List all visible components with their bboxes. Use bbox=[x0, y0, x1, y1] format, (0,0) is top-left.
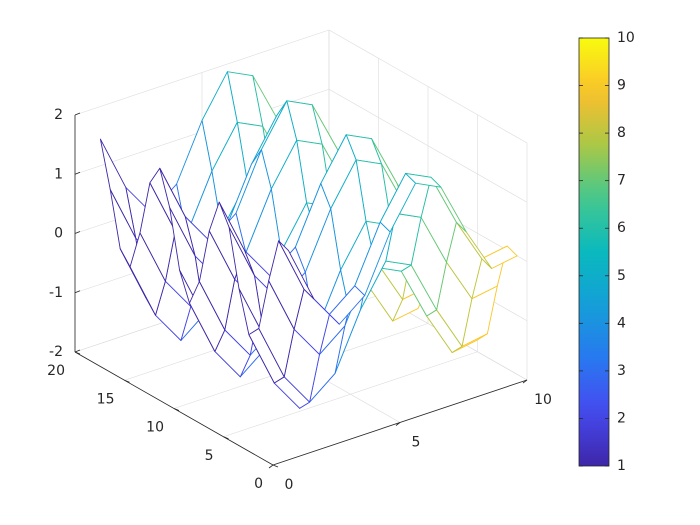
colorbar-tick-label: 4 bbox=[617, 315, 626, 331]
grid-line bbox=[223, 351, 478, 438]
z-tick-label: -1 bbox=[49, 285, 63, 301]
z-tick-label: -2 bbox=[49, 344, 63, 360]
colorbar-tick-label: 8 bbox=[617, 125, 626, 141]
colorbar-tick-label: 2 bbox=[617, 410, 626, 426]
x-tick bbox=[522, 379, 528, 384]
colorbar-tick-label: 1 bbox=[617, 458, 626, 474]
colorbar-tick-label: 9 bbox=[617, 78, 626, 94]
colorbar-tick-label: 10 bbox=[617, 30, 635, 46]
z-tick-label: 0 bbox=[54, 226, 63, 242]
x-tick-label: 5 bbox=[412, 435, 421, 451]
y-tick bbox=[74, 351, 81, 355]
z-tick bbox=[74, 349, 81, 353]
colorbar-tick-label: 6 bbox=[617, 220, 626, 236]
y-tick-label: 10 bbox=[146, 420, 164, 436]
x-tick bbox=[268, 464, 274, 469]
x-tick-label: 0 bbox=[285, 477, 294, 493]
z-tick-label: 1 bbox=[54, 166, 63, 182]
y-tick bbox=[272, 464, 279, 468]
colorbar-tick-label: 5 bbox=[617, 268, 626, 284]
colorbar-tick-label: 7 bbox=[617, 173, 626, 189]
y-tick-label: 0 bbox=[254, 476, 263, 492]
y-tick-label: 5 bbox=[205, 448, 214, 464]
x-tick-label: 10 bbox=[534, 392, 552, 408]
z-tick bbox=[74, 112, 81, 116]
mesh-cell bbox=[278, 240, 315, 300]
y-tick-label: 20 bbox=[47, 363, 65, 379]
z-tick bbox=[74, 290, 81, 294]
y-tick bbox=[124, 379, 130, 383]
colorbar-tick-label: 3 bbox=[617, 363, 626, 379]
grid-line bbox=[328, 29, 528, 144]
y-tick bbox=[223, 436, 229, 440]
y-tick bbox=[173, 408, 180, 411]
y-tick-label: 15 bbox=[97, 391, 115, 407]
z-tick-label: 2 bbox=[54, 107, 63, 123]
grid-line bbox=[328, 88, 528, 203]
z-tick bbox=[74, 171, 81, 175]
x-tick bbox=[395, 422, 401, 426]
colorbar bbox=[578, 37, 610, 467]
grid-line bbox=[74, 29, 330, 116]
z-tick bbox=[74, 231, 81, 234]
